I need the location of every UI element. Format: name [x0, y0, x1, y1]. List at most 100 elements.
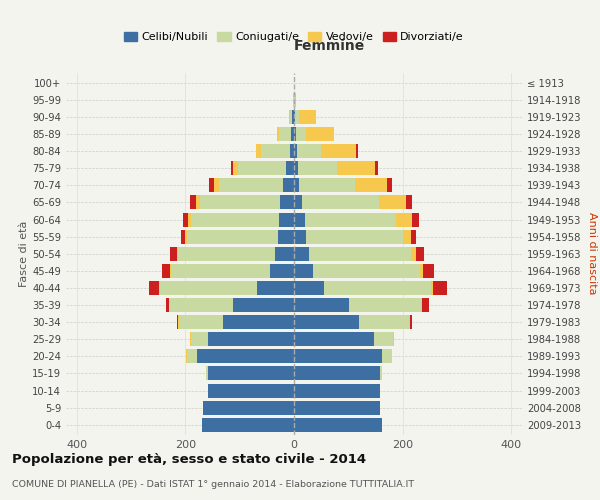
Bar — [290, 144, 294, 158]
Bar — [178, 246, 275, 261]
Bar — [187, 350, 197, 364]
Bar — [410, 315, 412, 329]
Bar — [307, 127, 334, 141]
Bar — [337, 161, 376, 176]
Bar — [294, 350, 382, 364]
Bar — [297, 144, 321, 158]
Bar — [294, 366, 380, 380]
Bar — [208, 384, 294, 398]
Bar — [185, 230, 187, 243]
Bar — [283, 178, 294, 192]
Bar — [294, 315, 359, 329]
Bar — [299, 110, 316, 124]
Bar — [294, 418, 382, 432]
Bar — [433, 281, 446, 295]
Bar — [279, 212, 294, 226]
Bar — [298, 161, 337, 176]
Bar — [149, 281, 160, 295]
Bar — [166, 298, 169, 312]
Bar — [411, 230, 416, 243]
Y-axis label: Anni di nascita: Anni di nascita — [587, 212, 597, 295]
Bar — [299, 178, 355, 192]
Bar — [294, 384, 380, 398]
Bar — [187, 230, 278, 243]
Bar — [411, 246, 416, 261]
Bar — [382, 350, 392, 364]
Bar — [295, 93, 296, 107]
Bar — [289, 110, 290, 124]
Bar — [406, 196, 412, 209]
Bar — [177, 315, 178, 329]
Bar — [294, 127, 296, 141]
Bar — [262, 144, 290, 158]
Bar — [161, 264, 170, 278]
Bar — [200, 196, 280, 209]
Bar — [416, 246, 424, 261]
Bar — [269, 264, 294, 278]
Bar — [421, 264, 423, 278]
Bar — [380, 366, 382, 380]
Bar — [294, 196, 302, 209]
Bar — [223, 315, 294, 329]
Bar — [275, 246, 294, 261]
Bar — [181, 230, 185, 243]
Bar — [422, 298, 428, 312]
Bar — [294, 212, 305, 226]
Bar — [294, 281, 324, 295]
Bar — [294, 110, 295, 124]
Bar — [294, 178, 299, 192]
Legend: Celibi/Nubili, Coniugati/e, Vedovi/e, Divorziati/e: Celibi/Nubili, Coniugati/e, Vedovi/e, Di… — [119, 28, 469, 46]
Bar — [278, 230, 294, 243]
Bar — [294, 230, 306, 243]
Bar — [302, 196, 379, 209]
Bar — [296, 127, 307, 141]
Bar — [170, 264, 171, 278]
Bar — [294, 400, 380, 414]
Bar — [170, 246, 177, 261]
Bar — [295, 110, 299, 124]
Bar — [171, 264, 269, 278]
Bar — [209, 178, 214, 192]
Bar — [219, 178, 283, 192]
Bar — [214, 178, 219, 192]
Bar — [196, 196, 200, 209]
Text: Femmine: Femmine — [294, 38, 365, 52]
Bar — [160, 281, 257, 295]
Bar — [290, 110, 292, 124]
Bar — [233, 161, 238, 176]
Bar — [277, 127, 280, 141]
Bar — [309, 246, 411, 261]
Bar — [188, 212, 191, 226]
Bar — [321, 144, 356, 158]
Bar — [169, 298, 233, 312]
Bar — [355, 178, 388, 192]
Bar — [231, 161, 233, 176]
Bar — [349, 298, 421, 312]
Bar — [294, 332, 374, 346]
Bar — [313, 264, 421, 278]
Bar — [203, 400, 294, 414]
Bar — [396, 212, 412, 226]
Bar — [293, 93, 294, 107]
Bar — [208, 332, 294, 346]
Bar — [177, 246, 178, 261]
Bar — [376, 161, 378, 176]
Bar — [233, 298, 294, 312]
Bar — [291, 127, 294, 141]
Text: Popolazione per età, sesso e stato civile - 2014: Popolazione per età, sesso e stato civil… — [12, 452, 366, 466]
Bar — [294, 144, 297, 158]
Bar — [292, 110, 294, 124]
Bar — [202, 418, 294, 432]
Bar — [379, 196, 406, 209]
Bar — [294, 93, 295, 107]
Bar — [359, 315, 409, 329]
Bar — [412, 212, 419, 226]
Bar — [306, 230, 403, 243]
Bar — [294, 161, 298, 176]
Bar — [238, 161, 286, 176]
Bar — [431, 281, 433, 295]
Bar — [305, 212, 396, 226]
Bar — [190, 196, 196, 209]
Bar — [294, 246, 309, 261]
Bar — [208, 366, 294, 380]
